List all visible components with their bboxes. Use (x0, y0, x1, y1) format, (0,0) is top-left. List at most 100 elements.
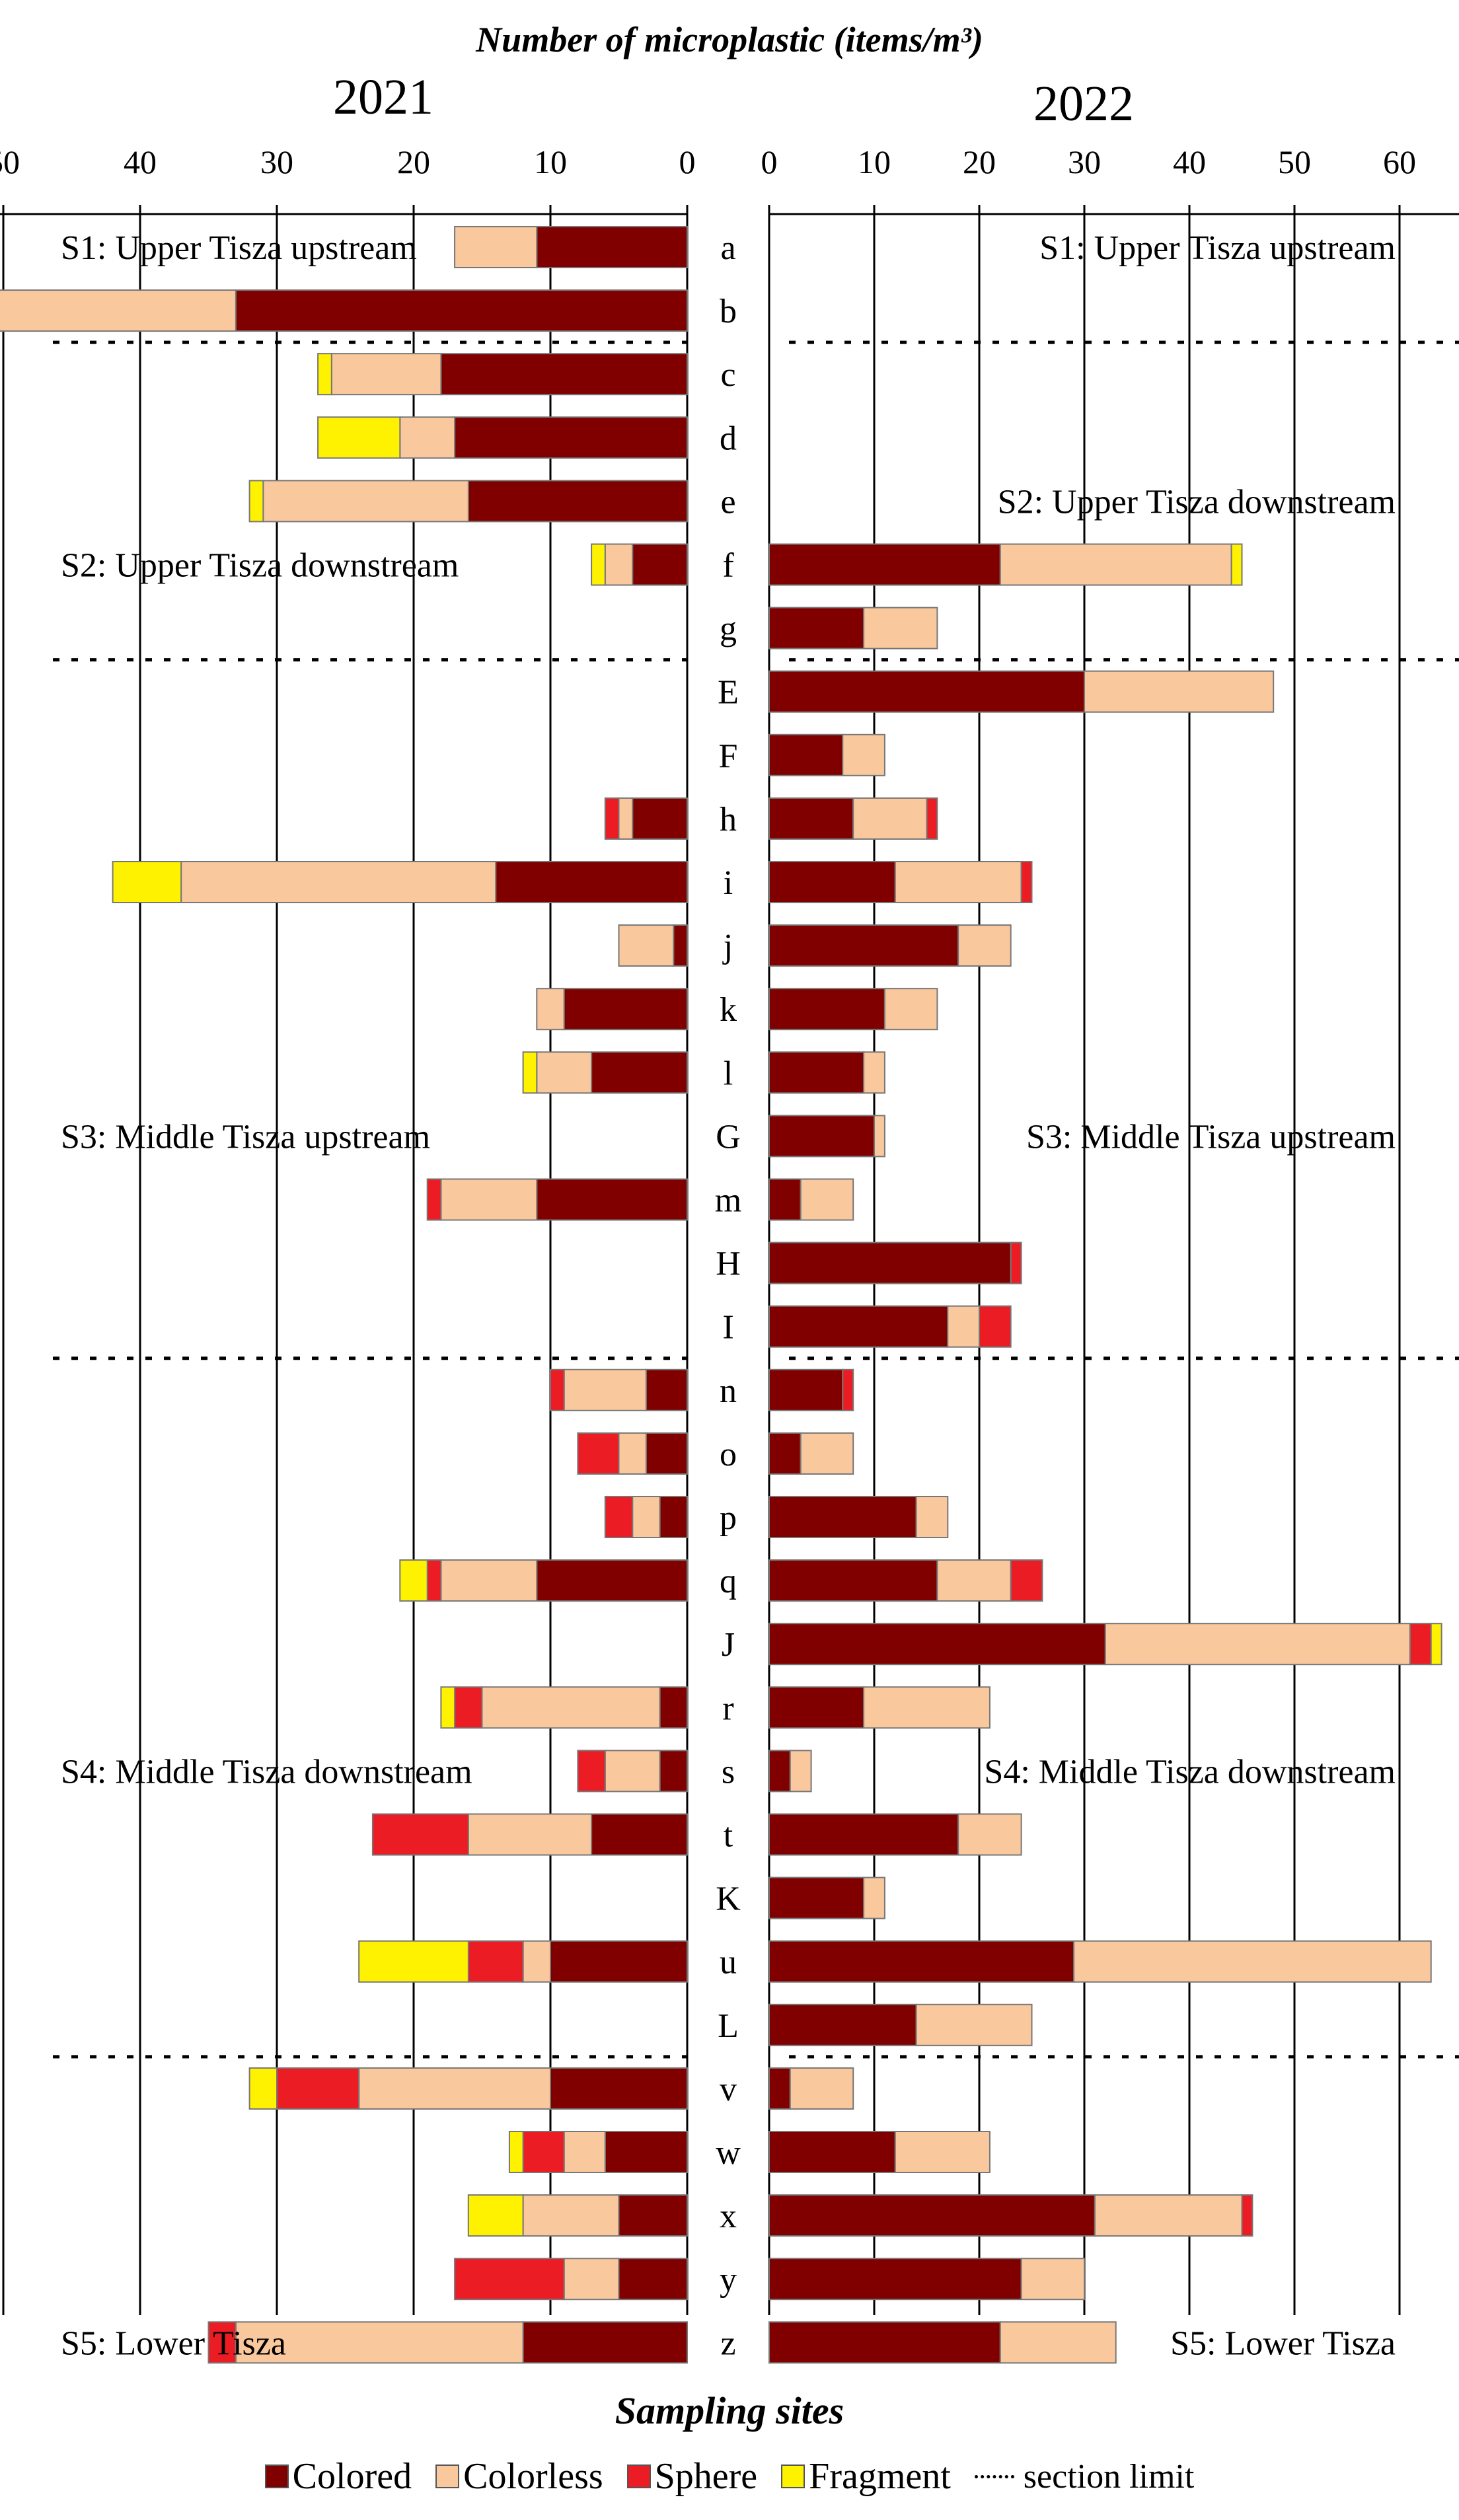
bar-2021-e-colored (467, 480, 688, 523)
bar-2022-f-colorless (999, 543, 1232, 586)
bar-2021-c-fragment (317, 353, 332, 396)
bar-2022-L-colorless (915, 2003, 1033, 2046)
bar-2021-h-colored (632, 797, 689, 840)
bar-2021-w-sphere (522, 2131, 565, 2173)
bar-2021-b-colored (235, 289, 688, 332)
bar-2022-p-colored (768, 1496, 917, 1538)
site-label-j: j (722, 928, 733, 965)
bar-2021-v-colorless (358, 2067, 551, 2110)
bar-2021-r-colored (659, 1686, 688, 1729)
site-label-k: k (720, 991, 737, 1029)
bar-2022-J-colored (768, 1623, 1106, 1666)
tick-label-2022-10: 10 (858, 143, 891, 180)
bar-2021-s-sphere (577, 1750, 606, 1793)
bar-2021-l-fragment (522, 1051, 538, 1094)
bar-2022-m-colorless (800, 1178, 854, 1221)
bar-2021-n-colorless (563, 1368, 647, 1411)
bar-2022-G-colorless (874, 1115, 885, 1158)
legend-swatch-sphere (626, 2464, 651, 2488)
bar-2021-a-colored (536, 226, 688, 268)
bar-2021-u-sphere (467, 1940, 524, 1983)
bar-2022-v-colorless (789, 2067, 854, 2110)
bar-2022-n-sphere (842, 1368, 854, 1411)
bar-2022-l-colorless (863, 1051, 885, 1094)
bar-2021-x-fragment (467, 2194, 524, 2237)
section-label-2022-1: S1: Upper Tisza upstream (1039, 229, 1396, 267)
bar-2021-j-colorless (618, 924, 675, 967)
bar-2022-I-colored (768, 1305, 949, 1348)
tick-label-2022-50: 50 (1278, 143, 1311, 180)
bar-2022-F-colorless (842, 733, 885, 776)
bar-2022-s-colorless (789, 1750, 812, 1793)
bar-2022-y-colored (768, 2258, 1022, 2301)
bar-2022-H-sphere (1010, 1241, 1022, 1284)
tick-label-2021-20: 20 (397, 143, 430, 180)
legend-swatch-colorless (435, 2464, 460, 2488)
bar-2021-y-colorless (563, 2258, 620, 2301)
section-label-2022-4: S4: Middle Tisza downstream (984, 1753, 1396, 1791)
bar-2021-m-sphere (426, 1178, 442, 1221)
chart-title: Number of microplastic (items/m³) (475, 20, 983, 59)
site-label-K: K (716, 1880, 741, 1918)
bar-2022-l-colored (768, 1051, 865, 1094)
bar-2022-K-colorless (863, 1876, 885, 1919)
site-label-L: L (718, 2007, 739, 2045)
bar-2022-x-colorless (1094, 2194, 1243, 2237)
site-label-G: G (716, 1118, 741, 1156)
bar-2021-s-colored (659, 1750, 688, 1793)
bar-2021-v-sphere (276, 2067, 360, 2110)
section-label-2022-5: S5: Lower Tisza (1170, 2324, 1396, 2362)
legend-label-fragment: Fragment (809, 2456, 951, 2497)
bar-2022-t-colorless (957, 1813, 1022, 1856)
tick-label-2021-50: 50 (0, 143, 20, 180)
tick-label-2021-30: 30 (260, 143, 293, 180)
site-label-b: b (720, 293, 737, 330)
bar-2021-j-colored (673, 924, 688, 967)
site-label-v: v (720, 2071, 737, 2108)
bar-2021-f-colored (632, 543, 689, 586)
panel-title-2022: 2022 (1033, 76, 1134, 131)
bar-2022-w-colored (768, 2131, 896, 2173)
bar-2021-u-fragment (358, 1940, 469, 1983)
bar-2022-x-colored (768, 2194, 1096, 2237)
bar-2021-n-colored (645, 1368, 689, 1411)
bar-2022-r-colorless (863, 1686, 991, 1729)
site-label-g: g (720, 611, 737, 648)
bar-2022-i-colorless (894, 861, 1022, 903)
section-label-2021-2: S2: Upper Tisza downstream (61, 547, 459, 585)
bar-2022-J-sphere (1409, 1623, 1432, 1666)
bar-2021-q-fragment (399, 1559, 428, 1602)
site-label-q: q (720, 1563, 737, 1600)
bar-2021-p-colorless (632, 1496, 661, 1538)
site-label-t: t (724, 1817, 733, 1855)
site-label-I: I (722, 1309, 733, 1347)
bar-2021-n-sphere (550, 1368, 565, 1411)
bar-2022-r-colored (768, 1686, 865, 1729)
bar-2022-j-colorless (957, 924, 1012, 967)
bar-2022-i-colored (768, 861, 896, 903)
bar-2022-v-colored (768, 2067, 791, 2110)
site-label-m: m (715, 1182, 741, 1220)
site-label-r: r (722, 1689, 733, 1727)
site-label-d: d (720, 420, 737, 457)
bar-2022-u-colorless (1073, 1940, 1432, 1983)
bar-2021-y-sphere (454, 2258, 565, 2301)
x-axis-label: Sampling sites (615, 2389, 844, 2432)
bar-2022-g-colorless (863, 607, 938, 649)
legend-section-limit-line (974, 2474, 1014, 2478)
bar-2022-H-colored (768, 1241, 1012, 1284)
legend-item-sphere: Sphere (626, 2455, 757, 2498)
tick-label-2021-10: 10 (534, 143, 567, 180)
bar-2021-q-colored (536, 1559, 688, 1602)
bar-2021-b-colorless (0, 289, 237, 332)
bar-2021-r-fragment (440, 1686, 456, 1729)
bar-2021-k-colored (563, 988, 689, 1031)
bar-2022-f-fragment (1230, 543, 1243, 586)
legend-item-fragment: Fragment (781, 2455, 951, 2498)
bar-2022-s-colored (768, 1750, 791, 1793)
bar-2021-l-colored (591, 1051, 688, 1094)
bar-2022-G-colored (768, 1115, 875, 1158)
tick-label-2022-0: 0 (761, 143, 778, 180)
tick-label-2022-60: 60 (1383, 143, 1416, 180)
bar-2021-m-colored (536, 1178, 688, 1221)
